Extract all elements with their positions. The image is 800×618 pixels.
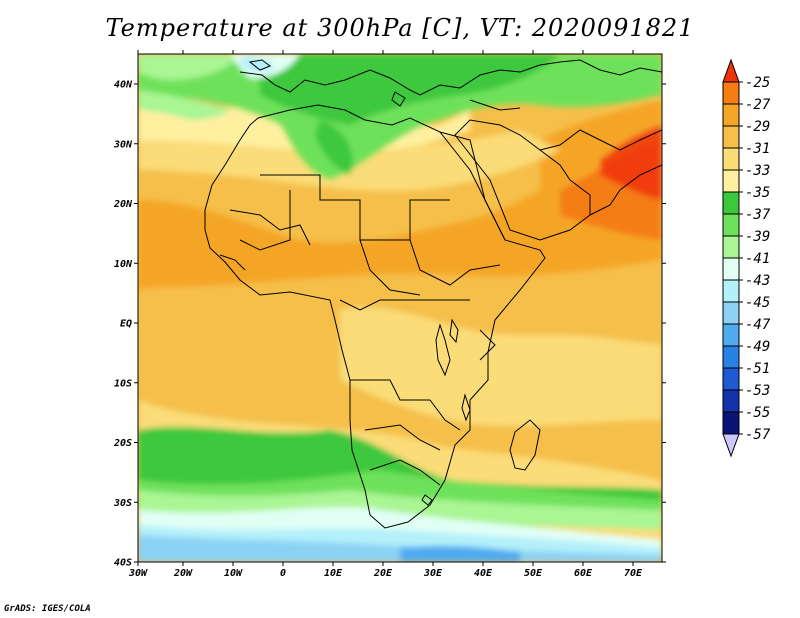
colorbar-swatch	[722, 257, 740, 281]
colorbar-swatch	[722, 367, 740, 391]
lon-label: 20W	[173, 568, 193, 579]
colorbar-swatch	[722, 323, 740, 347]
lat-label: 20S	[113, 438, 132, 449]
temperature-field	[138, 54, 662, 562]
lon-label: 30E	[423, 568, 443, 579]
colorbar-label: -39	[745, 229, 770, 245]
lat-label: 30N	[113, 139, 133, 150]
colorbar-label: -47	[745, 317, 771, 333]
colorbar-cap-top	[722, 58, 740, 83]
colorbar-swatch	[722, 389, 740, 413]
colorbar: -25 -27 -29 -31 -33 -35 -37 -39 -41 -43 -45 -47 -49 -…	[722, 58, 771, 458]
lat-label: 10S	[114, 378, 132, 389]
longitude-axis: 30W 20W 10W 0 10E 20E 30E 40E 50E 60E 70E	[128, 50, 643, 579]
colorbar-swatch	[722, 411, 740, 435]
lon-label: 40E	[474, 568, 493, 579]
colorbar-cap-bottom	[722, 433, 740, 458]
lat-label: 10N	[114, 259, 133, 270]
lat-label: EQ	[120, 319, 132, 330]
colorbar-label: -43	[745, 273, 770, 289]
lon-label: 10W	[224, 568, 243, 579]
coastlines	[204, 59, 662, 529]
colorbar-label: -29	[745, 119, 770, 135]
colorbar-label: -33	[745, 163, 770, 179]
footer-credit: GrADS: IGES/COLA	[4, 604, 91, 614]
colorbar-swatch	[722, 235, 740, 259]
colorbar-swatch	[722, 213, 740, 237]
colorbar-label: -41	[745, 251, 770, 267]
lat-label: 30S	[113, 498, 132, 509]
lon-label: 30W	[128, 568, 148, 579]
lon-label: 0	[280, 568, 286, 579]
lon-label: 60E	[574, 568, 593, 579]
colorbar-swatch	[722, 345, 740, 369]
colorbar-label: -49	[745, 339, 770, 355]
colorbar-swatch	[722, 301, 740, 325]
colorbar-label: -51	[745, 361, 770, 377]
colorbar-label: -31	[745, 141, 770, 157]
colorbar-label: -37	[745, 207, 771, 223]
lon-label: 10E	[324, 568, 343, 579]
lat-label: 40N	[114, 80, 133, 91]
colorbar-swatch	[722, 191, 740, 215]
colorbar-swatch	[722, 279, 740, 303]
colorbar-swatch	[722, 169, 740, 193]
colorbar-swatch	[722, 103, 740, 127]
colorbar-label: -53	[745, 383, 770, 399]
map-frame	[137, 53, 663, 563]
colorbar-swatch	[722, 147, 740, 171]
lon-label: 20E	[373, 568, 393, 579]
lat-label: 20N	[113, 199, 133, 210]
colorbar-label: -35	[745, 185, 770, 201]
latitude-axis: 40N 30N 20N 10N EQ 10S 20S 30S 40S	[113, 80, 666, 569]
colorbar-swatch	[722, 81, 740, 105]
lon-label: 70E	[624, 568, 643, 579]
colorbar-swatch	[722, 125, 740, 149]
map-title: Temperature at 300hPa [C], VT: 202009182…	[105, 14, 695, 42]
colorbar-label: -55	[745, 405, 770, 421]
lat-label: 40S	[114, 558, 132, 569]
lon-label: 50E	[524, 568, 543, 579]
colorbar-label: -25	[745, 75, 770, 91]
colorbar-label: -45	[745, 295, 770, 311]
colorbar-label: -27	[745, 97, 771, 113]
colorbar-label: -57	[745, 427, 771, 443]
